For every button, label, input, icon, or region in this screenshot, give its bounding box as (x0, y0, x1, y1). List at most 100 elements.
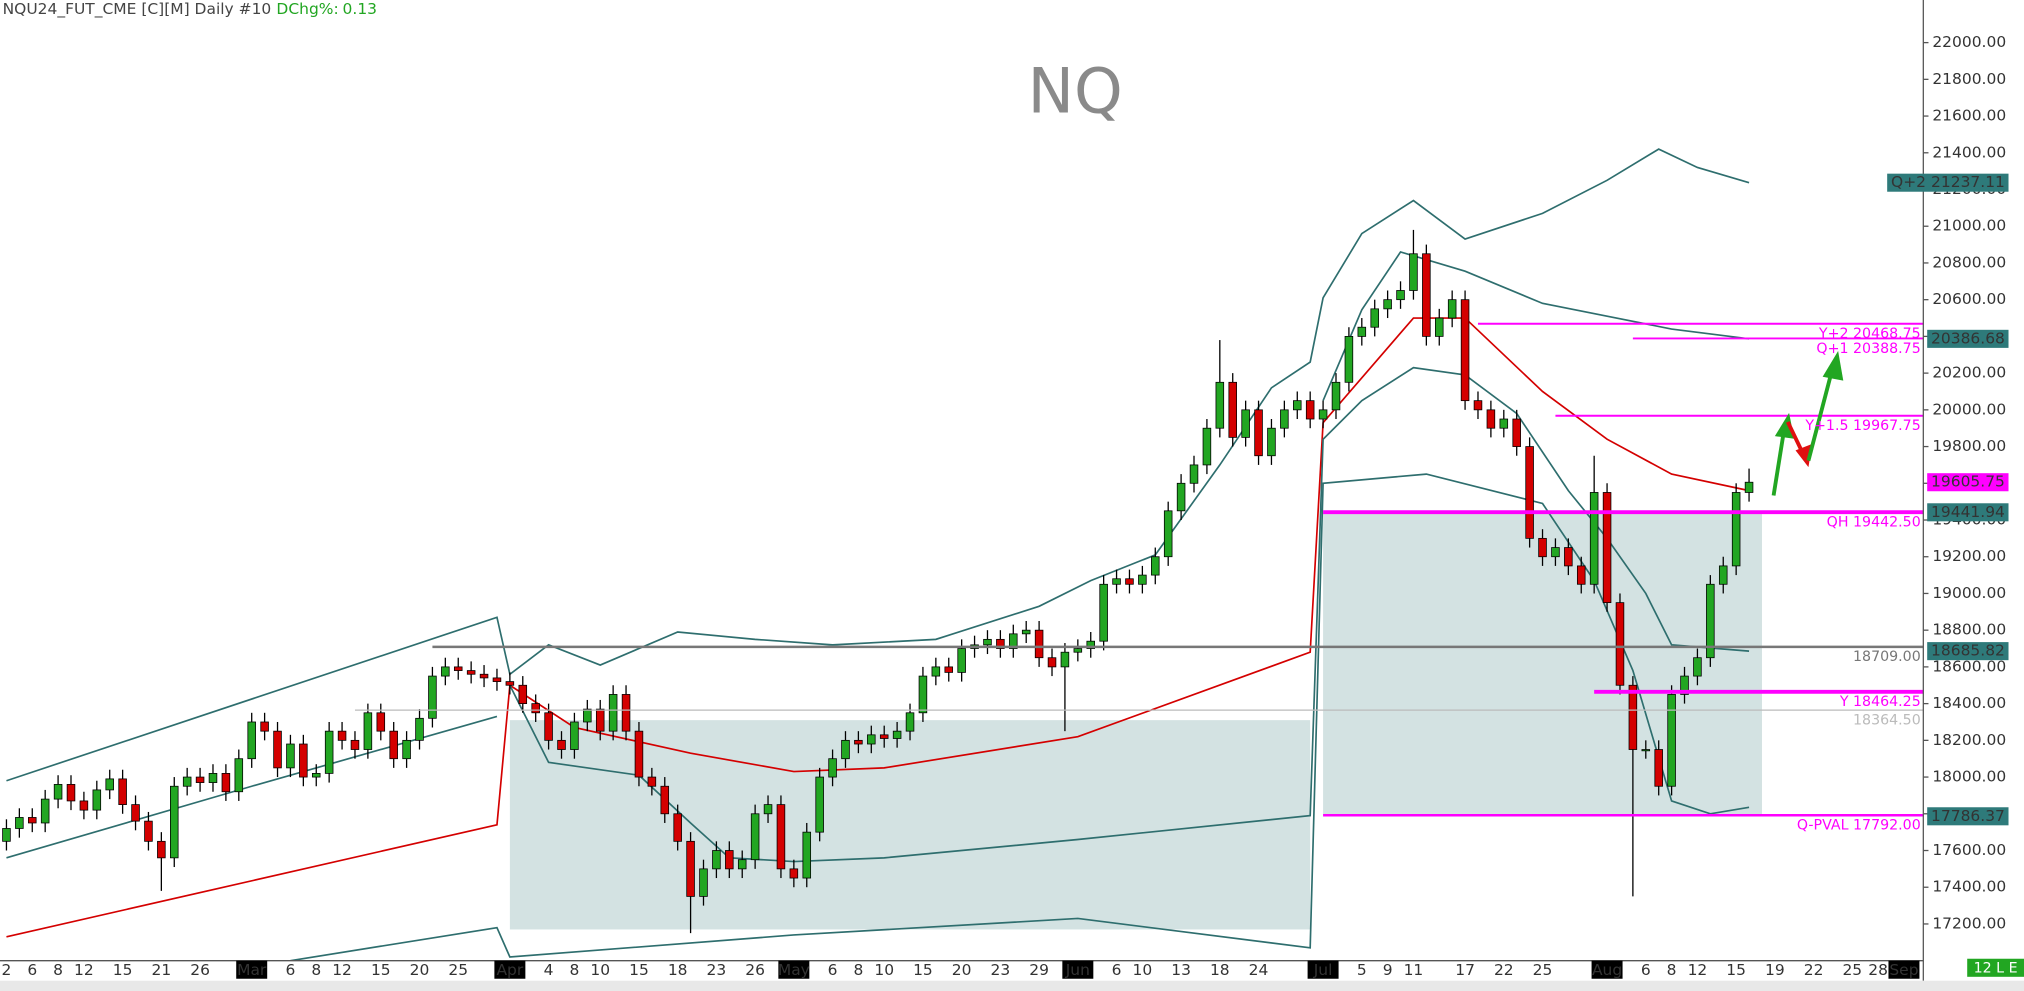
candle-body (879, 734, 889, 739)
arrow-head (1822, 350, 1844, 381)
candle-body (789, 868, 799, 879)
x-tick-label: 9 (1383, 961, 1393, 979)
candle-body (931, 666, 941, 677)
x-tick-label: 6 (1641, 961, 1651, 979)
x-tick-label: 2 (2, 961, 12, 979)
y-tick-label: 21600.00 (1932, 107, 2006, 125)
candle-body (221, 773, 231, 793)
candle-body (1396, 290, 1405, 301)
y-tick-label: 21000.00 (1932, 217, 2006, 235)
candle-body (1305, 400, 1315, 420)
price-tag-value: 19441.94 (1931, 503, 2005, 521)
candle-body (1112, 578, 1121, 585)
candle-body (1422, 253, 1431, 337)
candle-body (505, 681, 515, 686)
candle-body (595, 708, 605, 732)
candle-body (1331, 381, 1341, 411)
candle-body (1564, 547, 1573, 567)
x-tick-label: 6 (828, 961, 838, 979)
candle-body (1086, 640, 1095, 649)
candle-body (1693, 657, 1702, 677)
x-tick-label: 5 (1357, 961, 1367, 979)
candles-layer (2, 229, 1754, 934)
candle-body (311, 773, 321, 778)
candle-body (634, 730, 644, 778)
candle-body (1021, 629, 1031, 635)
x-tick-label: 6 (286, 961, 296, 979)
candle-body (273, 730, 282, 769)
candle-body (1383, 299, 1392, 310)
level-label: Y+2 20468.75 (1818, 326, 1921, 342)
candle-body (170, 785, 179, 859)
candle-body (350, 739, 360, 750)
candle-body (260, 721, 269, 732)
candle-body (518, 684, 528, 705)
x-tick-label: 25 (1533, 961, 1553, 979)
candle-body (673, 813, 682, 842)
candle-body (1680, 675, 1689, 695)
candle-body (1744, 481, 1754, 493)
candle-body (40, 798, 50, 824)
candle-body (157, 840, 166, 859)
candle-body (15, 817, 24, 829)
candle-body (234, 758, 244, 793)
candle-body (1460, 299, 1470, 402)
price-tag-value: 20386.68 (1931, 329, 2005, 347)
level-label: Y 18464.25 (1839, 694, 1921, 710)
x-tick-label: Jul (1313, 961, 1333, 979)
candle-body (2, 828, 11, 842)
x-tick-label: 8 (53, 961, 63, 979)
x-tick-label: 4 (544, 961, 554, 979)
candle-body (763, 804, 773, 815)
y-tick-label: 20200.00 (1932, 364, 2006, 382)
price-tag-value: 17786.37 (1931, 807, 2005, 825)
candle-body (1202, 427, 1212, 466)
annotation-arrows (1771, 350, 1844, 496)
candle-body (815, 776, 824, 833)
x-tick-label: Mar (237, 961, 267, 979)
x-tick-label: 24 (1249, 961, 1269, 979)
plot-area (2, 148, 1924, 961)
level-label: 18364.50 (1853, 712, 1921, 728)
x-tick-label: 13 (1171, 961, 1191, 979)
candle-body (1538, 537, 1547, 558)
x-tick-label: Apr (496, 961, 523, 979)
candle-body (1447, 299, 1457, 319)
candle-body (428, 675, 437, 719)
y-tick-label: 17200.00 (1932, 914, 2006, 932)
band-line (290, 473, 1750, 961)
candle-body (1099, 583, 1108, 642)
x-tick-label: 8 (311, 961, 321, 979)
x-tick-label: Sep (1889, 961, 1918, 979)
candle-body (737, 859, 747, 870)
month-badge (1307, 960, 1339, 979)
candle-body (570, 721, 579, 750)
candle-body (1344, 336, 1354, 383)
arrow-head (1795, 443, 1813, 468)
x-tick-label: 25 (448, 961, 468, 979)
price-tag (1927, 329, 2009, 348)
candle-body (1641, 749, 1651, 752)
candle-body (53, 784, 63, 800)
month-badge (236, 960, 268, 979)
y-tick-label: 17400.00 (1932, 878, 2006, 896)
candle-body (376, 712, 386, 732)
candle-body (544, 712, 553, 741)
candle-body (1576, 565, 1586, 585)
candle-body (686, 840, 695, 897)
x-tick-label: 15 (913, 961, 933, 979)
candle-body (1357, 326, 1367, 337)
candle-body (608, 694, 618, 732)
symbol-info: NQU24_FUT_CME [C][M] Daily #10 (3, 0, 272, 19)
candle-body (1589, 492, 1599, 585)
candle-body (699, 868, 708, 897)
candle-body (712, 850, 721, 870)
candle-body (453, 666, 463, 671)
month-badge (1062, 960, 1094, 979)
dchg-label: DChg%: (276, 0, 338, 18)
candle-body (660, 785, 670, 815)
candle-body (182, 776, 192, 787)
candle-body (1370, 308, 1379, 328)
status-strip (0, 980, 2024, 991)
candle-body (1215, 381, 1225, 429)
